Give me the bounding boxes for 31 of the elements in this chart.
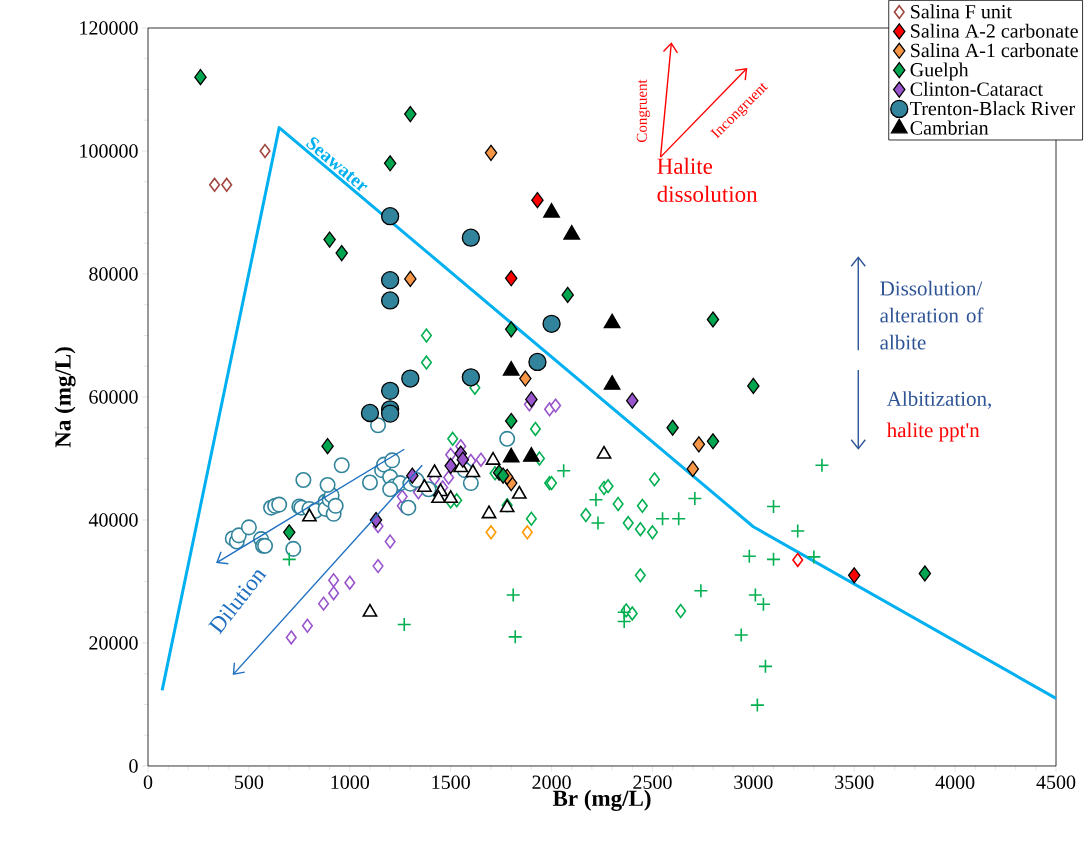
legend-label: Cambrian [910,120,989,135]
x-tick-label: 0 [143,775,153,790]
x-tick-label: 4000 [935,775,975,790]
x-tick-label: 1500 [432,775,470,790]
y-tick-label: 80000 [89,267,138,281]
x-tick-label: 4500 [1036,775,1076,790]
y-tick-label: 20000 [89,636,138,650]
x-tick-label: 500 [235,775,264,790]
x-tick-label: 3500 [835,775,874,790]
x-axis-title: Br (mg/L) [552,789,651,811]
y-axis-title: Na (mg/L) [54,347,76,448]
annotation: Halite dissolution [657,157,758,202]
annotation: Congruent [636,79,650,143]
y-tick-label: 60000 [89,390,138,404]
legend-label: Trenton-Black River [910,101,1075,116]
annotation: Albitization, [886,391,991,409]
y-tick-label: 40000 [88,513,138,527]
y-tick-label: 100000 [80,144,138,158]
legend-label: Salina A-1 carbonate [911,43,1078,58]
legend-label: Salina F unit [911,4,1012,19]
legend-label: Clinton-Cataract [910,81,1043,96]
x-tick-label: 2000 [532,775,571,790]
x-tick-label: 3000 [734,775,773,790]
x-tick-label: 1000 [331,775,370,790]
annotation: halite ppt'n [886,422,980,442]
x-tick-label: 2500 [633,775,672,790]
legend-label: Salina A-2 carbonate [911,23,1078,38]
y-tick-label: 120000 [80,21,138,35]
legend-label: Guelph [910,62,969,81]
y-tick-label: 0 [129,759,138,773]
annotation: Dissolution/ alteration of albite [880,280,984,350]
